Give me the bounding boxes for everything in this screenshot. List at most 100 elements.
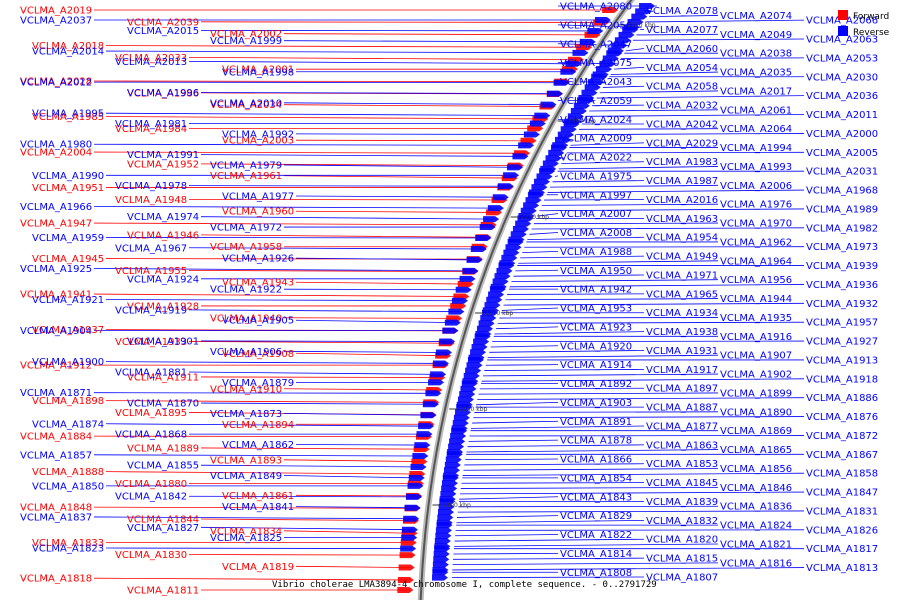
leader-line: [295, 352, 447, 357]
leader-line: [527, 236, 645, 241]
reverse-gene: [435, 532, 452, 539]
leader-line: [614, 66, 645, 70]
tick-label: 2300 kbp: [568, 118, 596, 125]
chromosome-backbone: [417, 0, 636, 600]
gene-label: VCLMA_A2011: [806, 110, 878, 121]
leader-line: [501, 307, 559, 311]
forward-gene: [442, 327, 459, 334]
forward-gene: [435, 349, 452, 356]
leader-line: [283, 40, 590, 43]
leader-line: [479, 387, 645, 390]
leader-line: [518, 260, 719, 264]
gene-label: VCLMA_A1834: [210, 526, 282, 537]
leader-line: [283, 175, 513, 179]
leader-line: [592, 104, 645, 107]
gene-label: VCLMA_A1832: [646, 516, 718, 527]
leader-line: [452, 567, 805, 571]
leader-line: [105, 423, 430, 427]
leader-line: [461, 482, 645, 484]
legend-forward-label: Forward: [853, 12, 889, 22]
gene-label: VCLMA_A1887: [646, 403, 718, 414]
reverse-gene: [459, 391, 476, 398]
forward-gene: [470, 245, 487, 252]
gene-label: VCLMA_A1984: [115, 124, 187, 135]
leader-line: [485, 364, 559, 366]
reverse-gene: [451, 427, 468, 434]
gene-label: VCLMA_A1935: [720, 313, 792, 324]
gene-label: VCLMA_A1867: [806, 450, 878, 461]
reverse-gene: [542, 160, 559, 167]
leader-line: [200, 447, 426, 450]
gene-label: VCLMA_A2029: [646, 138, 718, 149]
leader-line: [468, 439, 559, 442]
forward-gene: [565, 60, 582, 67]
reverse-gene: [627, 18, 644, 25]
gene-label: VCLMA_A1952: [127, 159, 199, 170]
leader-line: [544, 199, 645, 201]
gene-label: VCLMA_A1939: [806, 261, 878, 272]
leader-line: [473, 416, 805, 419]
forward-gene: [560, 68, 577, 75]
gene-label: VCLMA_A1925: [20, 264, 92, 275]
forward-gene: [497, 183, 514, 190]
reverse-gene: [441, 485, 458, 492]
gene-label: VCLMA_A1973: [806, 242, 878, 253]
gene-label: VCLMA_A1940: [210, 313, 282, 324]
gene-label: VCLMA_A1950: [560, 266, 632, 277]
leader-line: [283, 102, 551, 106]
reverse-gene: [496, 267, 513, 274]
leader-line: [511, 279, 719, 282]
reverse-gene: [631, 13, 648, 20]
gene-label: VCLMA_A1824: [720, 521, 792, 532]
gene-label: VCLMA_A2005: [806, 148, 878, 159]
leader-line: [465, 458, 559, 461]
legend-forward-swatch: [838, 10, 848, 20]
gene-label: VCLMA_A2002: [210, 29, 282, 40]
leader-line: [471, 425, 645, 429]
gene-label: VCLMA_A1932: [806, 299, 878, 310]
gene-label: VCLMA_A2063: [806, 35, 878, 46]
legend-reverse-label: Reverse: [853, 28, 890, 38]
gene-label: VCLMA_A1922: [210, 285, 282, 296]
leader-line: [459, 496, 559, 500]
leader-line: [463, 468, 719, 471]
gene-label: VCLMA_A2008: [560, 228, 632, 239]
gene-label: VCLMA_A1987: [646, 176, 718, 187]
reverse-gene: [470, 349, 487, 356]
leader-line: [93, 151, 525, 154]
reverse-gene: [639, 3, 656, 9]
leader-line: [524, 246, 805, 248]
leader-line: [188, 341, 450, 344]
leader-line: [283, 530, 414, 534]
forward-gene: [492, 194, 509, 201]
gene-label: VCLMA_A1890: [720, 407, 792, 418]
leader-line: [451, 576, 645, 578]
gene-label: VCLMA_A1906: [210, 347, 282, 358]
gene-label: VCLMA_A2013: [115, 57, 187, 68]
reverse-gene: [463, 372, 480, 379]
leader-line: [93, 435, 428, 438]
gene-label: VCLMA_A1981: [115, 119, 187, 130]
gene-label: VCLMA_A2006: [720, 181, 792, 192]
reverse-gene: [445, 456, 462, 463]
reverse-gene: [450, 433, 467, 440]
leader-line: [295, 494, 418, 497]
gene-label: VCLMA_A1895: [115, 408, 187, 419]
reverse-gene: [507, 238, 524, 245]
gene-label: VCLMA_A2030: [806, 72, 878, 83]
leader-line: [490, 345, 559, 348]
forward-gene: [398, 564, 415, 571]
gene-label: VCLMA_A1865: [720, 445, 792, 456]
reverse-gene: [512, 225, 529, 232]
leader-line: [558, 166, 719, 170]
leader-line: [455, 534, 559, 537]
gene-label: VCLMA_A2036: [806, 91, 878, 102]
reverse-gene: [576, 97, 593, 104]
tick-label: 2100 kbp: [443, 502, 471, 509]
forward-gene: [594, 17, 611, 23]
leader-line: [454, 543, 719, 547]
gene-label: VCLMA_A1866: [560, 455, 632, 466]
reverse-gene: [478, 320, 495, 327]
forward-gene: [451, 297, 468, 304]
